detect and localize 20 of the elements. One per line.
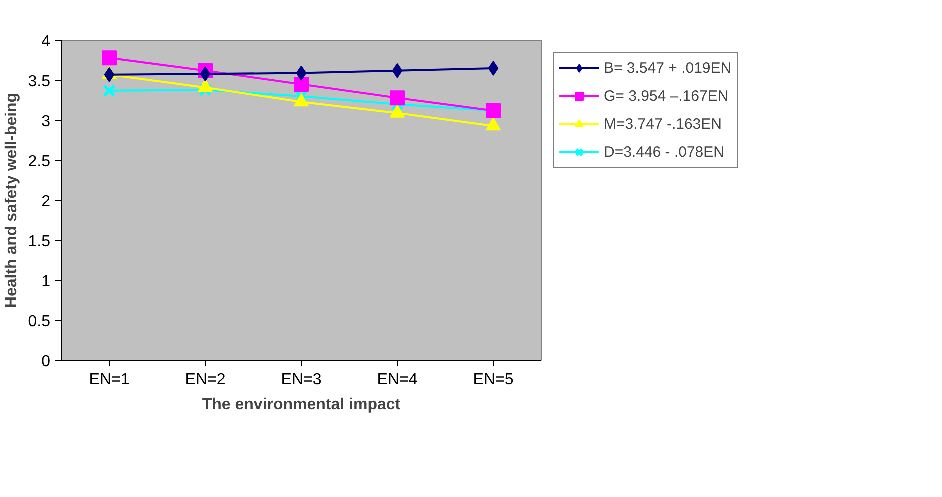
- legend-label: D=3.446 - .078EN: [604, 144, 724, 160]
- y-tick-label: 3.5: [28, 74, 51, 90]
- y-tick-label: 2: [42, 194, 51, 210]
- y-tick-label: 1: [42, 274, 51, 290]
- x-axis-title: The environmental impact: [202, 396, 402, 414]
- y-tick-label: 3: [42, 114, 51, 130]
- y-tick-label: 0.5: [28, 314, 51, 330]
- y-tick-label: 4: [42, 34, 51, 50]
- x-tick-label: EN=2: [185, 372, 226, 388]
- y-tick-label: 2.5: [28, 154, 51, 170]
- legend-label: M=3.747 -.163EN: [604, 116, 722, 132]
- x-tick-label: EN=3: [281, 372, 322, 388]
- x-tick-label: EN=4: [377, 372, 418, 388]
- y-tick-label: 0: [42, 354, 51, 370]
- x-tick-label: EN=5: [473, 372, 514, 388]
- legend-label: G= 3.954 –.167EN: [604, 88, 729, 104]
- legend-label: B= 3.547 + .019EN: [604, 60, 732, 76]
- x-tick-label: EN=1: [89, 372, 130, 388]
- y-axis-title: Health and safety well-being: [3, 92, 20, 308]
- y-tick-label: 1.5: [28, 234, 51, 250]
